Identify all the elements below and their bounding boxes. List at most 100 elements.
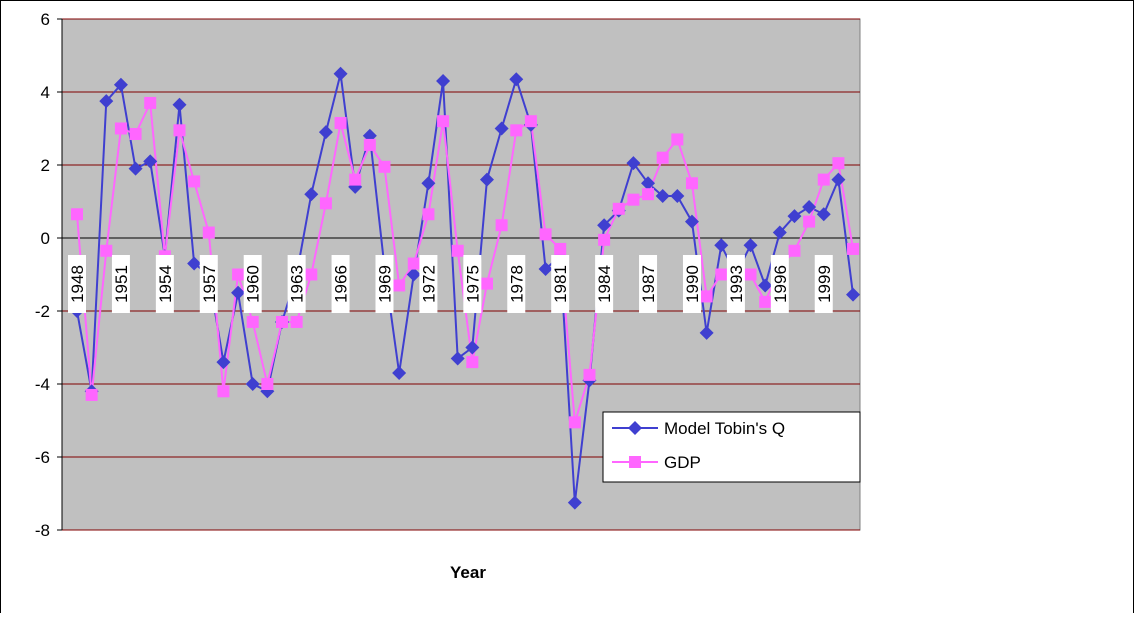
marker bbox=[232, 268, 245, 281]
marker bbox=[788, 244, 801, 257]
marker bbox=[246, 315, 259, 328]
marker bbox=[495, 219, 508, 232]
x-tick-label-bg bbox=[68, 255, 86, 313]
marker bbox=[787, 209, 802, 224]
marker bbox=[846, 287, 861, 302]
marker bbox=[128, 161, 143, 176]
x-tick-label: 1951 bbox=[112, 265, 131, 303]
legend-marker bbox=[629, 456, 641, 468]
marker bbox=[71, 208, 83, 221]
marker bbox=[290, 315, 303, 328]
marker bbox=[831, 172, 846, 187]
marker bbox=[363, 138, 376, 151]
marker bbox=[465, 340, 480, 355]
marker bbox=[802, 199, 817, 214]
x-tick-label-bg bbox=[419, 255, 438, 313]
marker bbox=[202, 226, 215, 239]
x-tick-label: 1975 bbox=[463, 265, 482, 303]
marker bbox=[421, 176, 436, 191]
marker bbox=[656, 151, 669, 164]
marker bbox=[245, 377, 260, 391]
marker bbox=[450, 351, 465, 366]
x-tick-label-bg bbox=[287, 255, 306, 313]
marker bbox=[216, 355, 231, 370]
x-tick-label-bg bbox=[375, 255, 394, 313]
x-tick-label-bg bbox=[770, 255, 789, 313]
marker bbox=[480, 277, 493, 290]
marker bbox=[626, 156, 641, 171]
y-tick-label: 6 bbox=[41, 10, 50, 29]
marker bbox=[597, 218, 612, 233]
x-tick-label-bg bbox=[639, 255, 658, 313]
marker bbox=[642, 188, 655, 201]
y-tick-label: 2 bbox=[41, 156, 50, 175]
x-tick-label-bg bbox=[463, 255, 482, 313]
x-tick-label: 1969 bbox=[375, 265, 394, 303]
x-tick-label-bg bbox=[155, 255, 174, 313]
y-tick-label: -6 bbox=[35, 448, 50, 467]
x-tick-label-bg bbox=[551, 255, 570, 313]
marker bbox=[554, 242, 567, 255]
marker bbox=[187, 256, 202, 271]
marker bbox=[144, 96, 157, 109]
marker bbox=[479, 172, 494, 187]
marker bbox=[684, 214, 699, 229]
marker bbox=[392, 366, 407, 381]
marker bbox=[641, 176, 656, 191]
marker bbox=[333, 66, 348, 81]
x-tick-label: 1972 bbox=[419, 265, 438, 303]
marker bbox=[671, 133, 684, 146]
x-tick-label: 1957 bbox=[200, 265, 219, 303]
x-tick-label: 1966 bbox=[332, 265, 351, 303]
x-tick-label: 1981 bbox=[551, 265, 570, 303]
marker bbox=[217, 385, 230, 398]
marker bbox=[817, 173, 830, 186]
x-tick-label-bg bbox=[243, 255, 262, 313]
x-tick-label-bg bbox=[726, 255, 745, 313]
marker bbox=[143, 154, 158, 169]
x-tick-label-bg bbox=[682, 255, 701, 313]
marker bbox=[100, 244, 113, 257]
x-tick-label: 1996 bbox=[771, 265, 790, 303]
marker bbox=[524, 115, 537, 128]
marker bbox=[393, 279, 406, 292]
x-tick-label: 1984 bbox=[595, 265, 614, 303]
marker bbox=[715, 268, 728, 281]
marker bbox=[494, 121, 509, 136]
marker bbox=[539, 228, 552, 241]
marker bbox=[847, 242, 860, 255]
marker bbox=[436, 74, 451, 89]
legend-label: GDP bbox=[664, 453, 701, 472]
x-tick-label: 1990 bbox=[683, 265, 702, 303]
x-tick-label: 1948 bbox=[68, 265, 87, 303]
marker bbox=[743, 238, 758, 253]
marker bbox=[567, 495, 582, 510]
marker bbox=[188, 175, 201, 188]
marker bbox=[173, 124, 186, 137]
marker bbox=[700, 290, 713, 303]
marker bbox=[612, 202, 625, 215]
x-tick-label-bg bbox=[199, 255, 218, 313]
marker bbox=[129, 127, 142, 140]
marker bbox=[583, 368, 596, 381]
marker bbox=[261, 378, 274, 390]
legend-box bbox=[602, 411, 861, 483]
marker bbox=[685, 177, 698, 190]
marker bbox=[99, 94, 114, 109]
x-tick-label-bg bbox=[331, 255, 350, 313]
marker bbox=[744, 268, 757, 281]
x-tick-label-bg bbox=[814, 255, 833, 313]
x-tick-label: 1960 bbox=[244, 265, 263, 303]
x-axis-title: Year bbox=[450, 563, 486, 582]
x-tick-label: 1999 bbox=[815, 265, 834, 303]
marker bbox=[759, 295, 772, 308]
marker bbox=[816, 207, 831, 222]
marker bbox=[510, 124, 523, 137]
marker bbox=[772, 225, 787, 240]
marker bbox=[334, 117, 347, 130]
marker bbox=[406, 267, 421, 282]
marker bbox=[699, 325, 714, 340]
marker bbox=[437, 115, 450, 128]
marker bbox=[114, 122, 127, 135]
